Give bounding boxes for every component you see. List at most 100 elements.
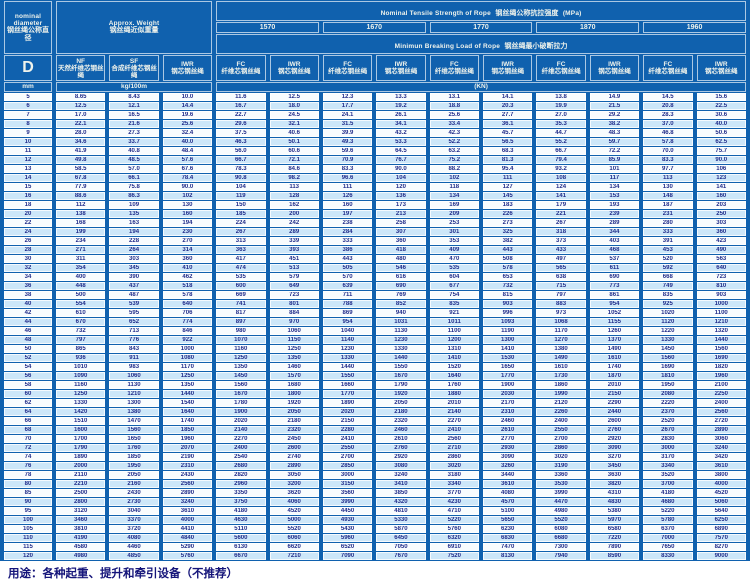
diameter-header: nominal diameter 钢丝绳公称直径 — [4, 1, 52, 54]
value-cell: 3560 — [322, 489, 373, 497]
table-row: 24 199 194 230 267 289 284 307 301 325 318 344 333 36… — [4, 228, 746, 236]
value-cell: 7220 — [589, 534, 640, 542]
value-cell: 2000 — [56, 462, 106, 470]
value-cell: 713 — [109, 327, 159, 335]
value-cell: 106 — [696, 165, 746, 173]
diameter-cell: 16 — [4, 192, 52, 200]
value-cell: 4580 — [56, 543, 106, 551]
breaking-header-zh: 钢丝绳最小破断拉力 — [504, 43, 568, 50]
value-cell: 2440 — [589, 408, 640, 416]
value-cell: 1820 — [696, 363, 746, 371]
iwr-weight-column-header: IWR 钢芯钢丝绳 — [162, 55, 213, 81]
table-row: 80 2210 2160 2560 2960 3200 3150 3410 3340 3610 35… — [4, 480, 746, 488]
value-cell: 194 — [109, 228, 159, 236]
value-cell: 113 — [643, 174, 693, 182]
value-cell: 1380 — [109, 408, 159, 416]
value-cell: 134 — [429, 192, 479, 200]
diameter-cell: 32 — [4, 264, 52, 272]
strength-1770: 1770 — [429, 22, 533, 33]
value-cell: 462 — [162, 273, 213, 281]
diameter-cell: 90 — [4, 498, 52, 506]
value-cell: 903 — [696, 291, 746, 299]
value-cell: 1210 — [696, 318, 746, 326]
table-row: 60 1250 1210 1440 1670 1800 1770 1920 1880 2030 19… — [4, 390, 746, 398]
value-cell: 1155 — [589, 318, 640, 326]
value-cell: 22.7 — [216, 111, 266, 119]
diameter-cell: 18 — [4, 201, 52, 209]
value-cell: 5960 — [322, 534, 373, 542]
value-cell: 70.9 — [322, 156, 373, 164]
value-cell: 39.9 — [322, 129, 373, 137]
weight-header-en: Approx. Weight — [108, 20, 160, 27]
value-cell: 5290 — [162, 543, 213, 551]
value-cell: 5970 — [589, 516, 640, 524]
value-cell: 111 — [483, 174, 533, 182]
value-cell: 1640 — [429, 372, 479, 380]
diameter-cell: 76 — [4, 462, 52, 470]
value-cell: 554 — [56, 300, 106, 308]
value-cell: 16.5 — [109, 111, 159, 119]
value-cell: 448 — [56, 282, 106, 290]
value-cell: 1350 — [269, 354, 319, 362]
value-cell: 104 — [216, 183, 266, 191]
value-cell: 817 — [216, 309, 266, 317]
value-cell: 3120 — [56, 507, 106, 515]
value-cell: 835 — [643, 291, 693, 299]
value-cell: 14.1 — [483, 93, 533, 101]
value-cell: 40.0 — [162, 138, 213, 146]
value-cell: 48.5 — [109, 156, 159, 164]
value-cell: 1070 — [216, 336, 266, 344]
value-cell: 40.6 — [269, 129, 319, 137]
value-cell: 6130 — [216, 543, 266, 551]
table-row: 14 67.8 66.1 78.4 90.8 98.2 96.6 104 102 111 108 11… — [4, 174, 746, 182]
table-row: 85 2500 2430 2890 3350 3620 3560 3850 3770 4080 39… — [4, 489, 746, 497]
diameter-cell: 105 — [4, 525, 52, 533]
value-cell: 1960 — [162, 435, 213, 443]
value-cell: 25.6 — [429, 111, 479, 119]
table-row: 26 234 228 270 313 339 333 360 353 382 373 403 391 42… — [4, 237, 746, 245]
iwr-1770-column-header: IWR 钢芯钢丝绳 — [483, 55, 533, 81]
value-cell: 84.6 — [269, 165, 319, 173]
value-cell: 4520 — [696, 489, 746, 497]
value-cell: 3770 — [429, 489, 479, 497]
value-cell: 40.0 — [696, 120, 746, 128]
value-cell: 1850 — [109, 453, 159, 461]
value-cell: 1130 — [109, 381, 159, 389]
value-cell: 861 — [589, 291, 640, 299]
value-cell: 4320 — [376, 498, 426, 506]
value-cell: 1250 — [216, 354, 266, 362]
value-cell: 78.3 — [216, 165, 266, 173]
value-cell: 546 — [376, 264, 426, 272]
value-cell: 2890 — [269, 462, 319, 470]
value-cell: 535 — [216, 273, 266, 281]
value-cell: 1790 — [56, 444, 106, 452]
value-cell: 5780 — [643, 516, 693, 524]
table-row: 58 1160 1130 1350 1560 1680 1660 1790 1760 1900 18… — [4, 381, 746, 389]
value-cell: 2560 — [429, 435, 479, 443]
value-cell: 1880 — [429, 390, 479, 398]
fc-1570-column-header: FC 纤维芯钢丝绳 — [216, 55, 266, 81]
nf-abbr: NF — [76, 57, 86, 65]
breaking-load-header: Minimun Breaking Load of Rope 钢丝绳最小破断拉力 — [216, 34, 746, 54]
value-cell: 2540 — [216, 453, 266, 461]
value-cell: 6320 — [429, 534, 479, 542]
value-cell: 360 — [696, 228, 746, 236]
value-cell: 187 — [643, 201, 693, 209]
diameter-cell: 28 — [4, 246, 52, 254]
value-cell: 289 — [269, 228, 319, 236]
value-cell: 6250 — [696, 516, 746, 524]
value-cell: 1330 — [643, 336, 693, 344]
value-cell: 135 — [109, 210, 159, 218]
value-cell: 6580 — [589, 525, 640, 533]
value-cell: 5380 — [589, 507, 640, 515]
table-row: 95 3120 3040 3610 4180 4520 4450 4810 4710 5100 49… — [4, 507, 746, 515]
value-cell: 4080 — [109, 534, 159, 542]
value-cell: 6670 — [216, 552, 266, 560]
value-cell: 690 — [376, 282, 426, 290]
header-row-top: nominal diameter 钢丝绳公称直径 Approx. Weight … — [4, 1, 746, 54]
table-row: 22 168 163 194 224 242 238 258 253 273 267 289 280 30… — [4, 219, 746, 227]
value-cell: 21.6 — [109, 120, 159, 128]
value-cell: 843 — [109, 345, 159, 353]
value-cell: 238 — [322, 219, 373, 227]
value-cell: 4810 — [376, 507, 426, 515]
